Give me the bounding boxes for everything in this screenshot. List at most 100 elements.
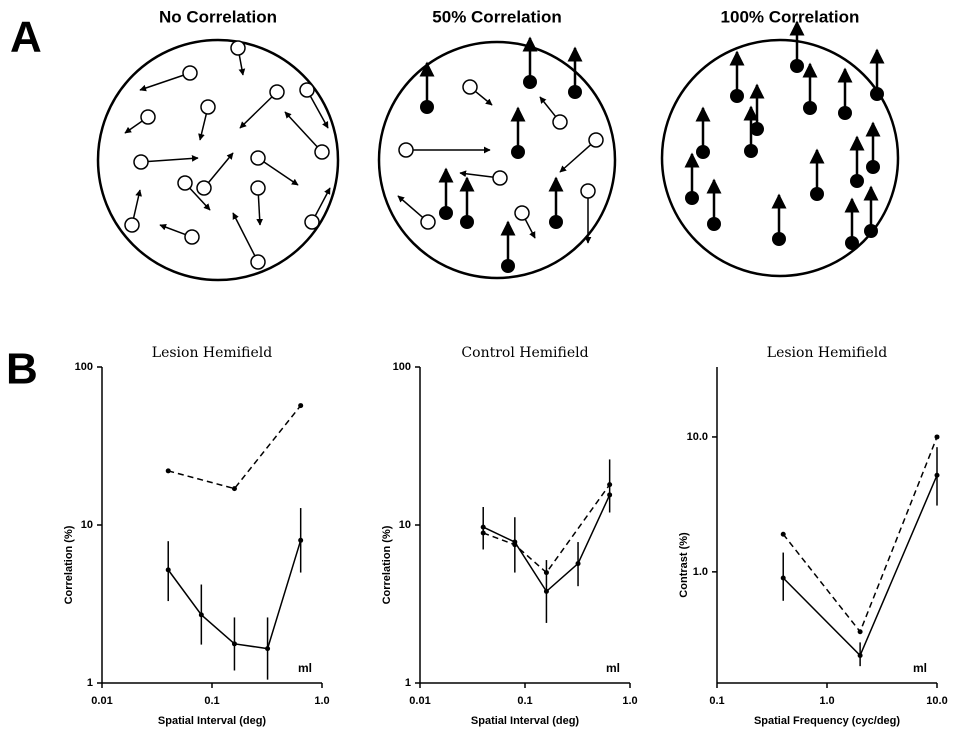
motion-arrow (232, 212, 256, 257)
filled-dot (838, 106, 852, 120)
diagram-title: No Correlation (159, 7, 277, 26)
x-tick-label: 1.0 (314, 695, 329, 707)
data-point (780, 531, 786, 537)
open-dot (514, 205, 530, 221)
annotation: ml (913, 661, 927, 675)
diagram-title: 50% Correlation (432, 7, 561, 26)
filled-dot (850, 174, 864, 188)
motion-arrow (139, 74, 184, 92)
open-dot (314, 144, 330, 160)
data-point (934, 472, 940, 478)
open-dot (492, 170, 508, 186)
data-point (480, 524, 486, 530)
series-line (482, 484, 611, 574)
x-tick-label: 1.0 (622, 695, 637, 707)
filled-dot (420, 100, 434, 114)
data-point (857, 629, 863, 635)
filled-dot (845, 236, 859, 250)
y-tick-label: 10 (81, 519, 93, 531)
y-axis-label: Contrast (%) (678, 532, 690, 598)
data-point (512, 542, 518, 548)
motion-arrow (539, 96, 557, 118)
x-tick-label: 0.1 (709, 695, 724, 707)
data-point (857, 652, 863, 658)
x-tick-label: 1.0 (819, 695, 834, 707)
x-axis-label: Spatial Interval (deg) (471, 715, 580, 727)
filled-dot (707, 217, 721, 231)
data-point (543, 588, 549, 594)
filled-dot (870, 87, 884, 101)
data-point (298, 537, 304, 543)
open-dot (250, 254, 266, 270)
motion-arrow (238, 54, 246, 76)
data-point (265, 646, 271, 652)
open-dot (299, 82, 315, 98)
diagram-title: 100% Correlation (721, 7, 860, 26)
filled-dot (803, 101, 817, 115)
open-dot (580, 183, 596, 199)
y-axis-label: Correlation (%) (63, 525, 75, 604)
filled-dot (685, 191, 699, 205)
open-dot (250, 150, 266, 166)
motion-arrow (397, 195, 424, 218)
data-point (934, 434, 940, 440)
open-dot (196, 180, 212, 196)
motion-arrow (314, 187, 331, 217)
x-tick-label: 0.1 (204, 695, 219, 707)
open-dot (304, 214, 320, 230)
chart: Lesion Hemifield 1.0 10.0 0.1 1.0 10.0 Spatial… (678, 345, 948, 727)
open-dot (133, 154, 149, 170)
data-point (575, 561, 581, 567)
motion-arrow (207, 152, 234, 184)
x-axis-label: Spatial Frequency (cyc/deg) (754, 715, 900, 727)
aperture (377, 40, 617, 280)
filled-dot (439, 206, 453, 220)
y-tick-label: 100 (393, 361, 411, 373)
open-dot (420, 214, 436, 230)
aperture (96, 38, 340, 282)
y-tick-label: 100 (75, 361, 93, 373)
open-dot (462, 79, 478, 95)
filled-dot (730, 89, 744, 103)
y-tick-label: 10 (399, 519, 411, 531)
motion-arrow (239, 96, 273, 129)
y-tick-label: 10.0 (687, 431, 708, 443)
data-point (780, 575, 786, 581)
y-tick-label: 1.0 (693, 566, 708, 578)
annotation: ml (298, 661, 312, 675)
motion-arrow (159, 223, 186, 236)
y-tick-label: 1 (87, 677, 93, 689)
series-line (168, 405, 302, 490)
y-tick-label: 1 (405, 677, 411, 689)
series-line (782, 436, 938, 634)
filled-dot (790, 59, 804, 73)
filled-dot (810, 187, 824, 201)
motion-arrow (309, 95, 329, 129)
open-dot (269, 84, 285, 100)
data-point (298, 403, 304, 409)
filled-dot (460, 215, 474, 229)
annotation: ml (606, 661, 620, 675)
filled-dot (568, 85, 582, 99)
data-point (607, 492, 613, 498)
motion-arrow (459, 170, 494, 178)
open-dot (124, 217, 140, 233)
motion-arrow (189, 187, 211, 211)
y-axis-label: Correlation (%) (381, 525, 393, 604)
aperture (660, 38, 900, 278)
chart: Control Hemifield 1 10 100 0.01 0.1 1.0 Spatial… (381, 345, 638, 727)
motion-arrow (147, 155, 199, 163)
data-point (231, 641, 237, 647)
filled-dot (501, 259, 515, 273)
data-point (231, 486, 237, 492)
series-line (782, 474, 938, 657)
filled-dot (549, 215, 563, 229)
open-dot (182, 65, 198, 81)
open-dot (398, 142, 414, 158)
motion-arrow (474, 90, 493, 106)
motion-arrow (198, 113, 208, 141)
dot-diagrams (96, 20, 900, 282)
chart-title: Lesion Hemifield (152, 345, 272, 361)
x-axis-label: Spatial Interval (deg) (158, 715, 267, 727)
